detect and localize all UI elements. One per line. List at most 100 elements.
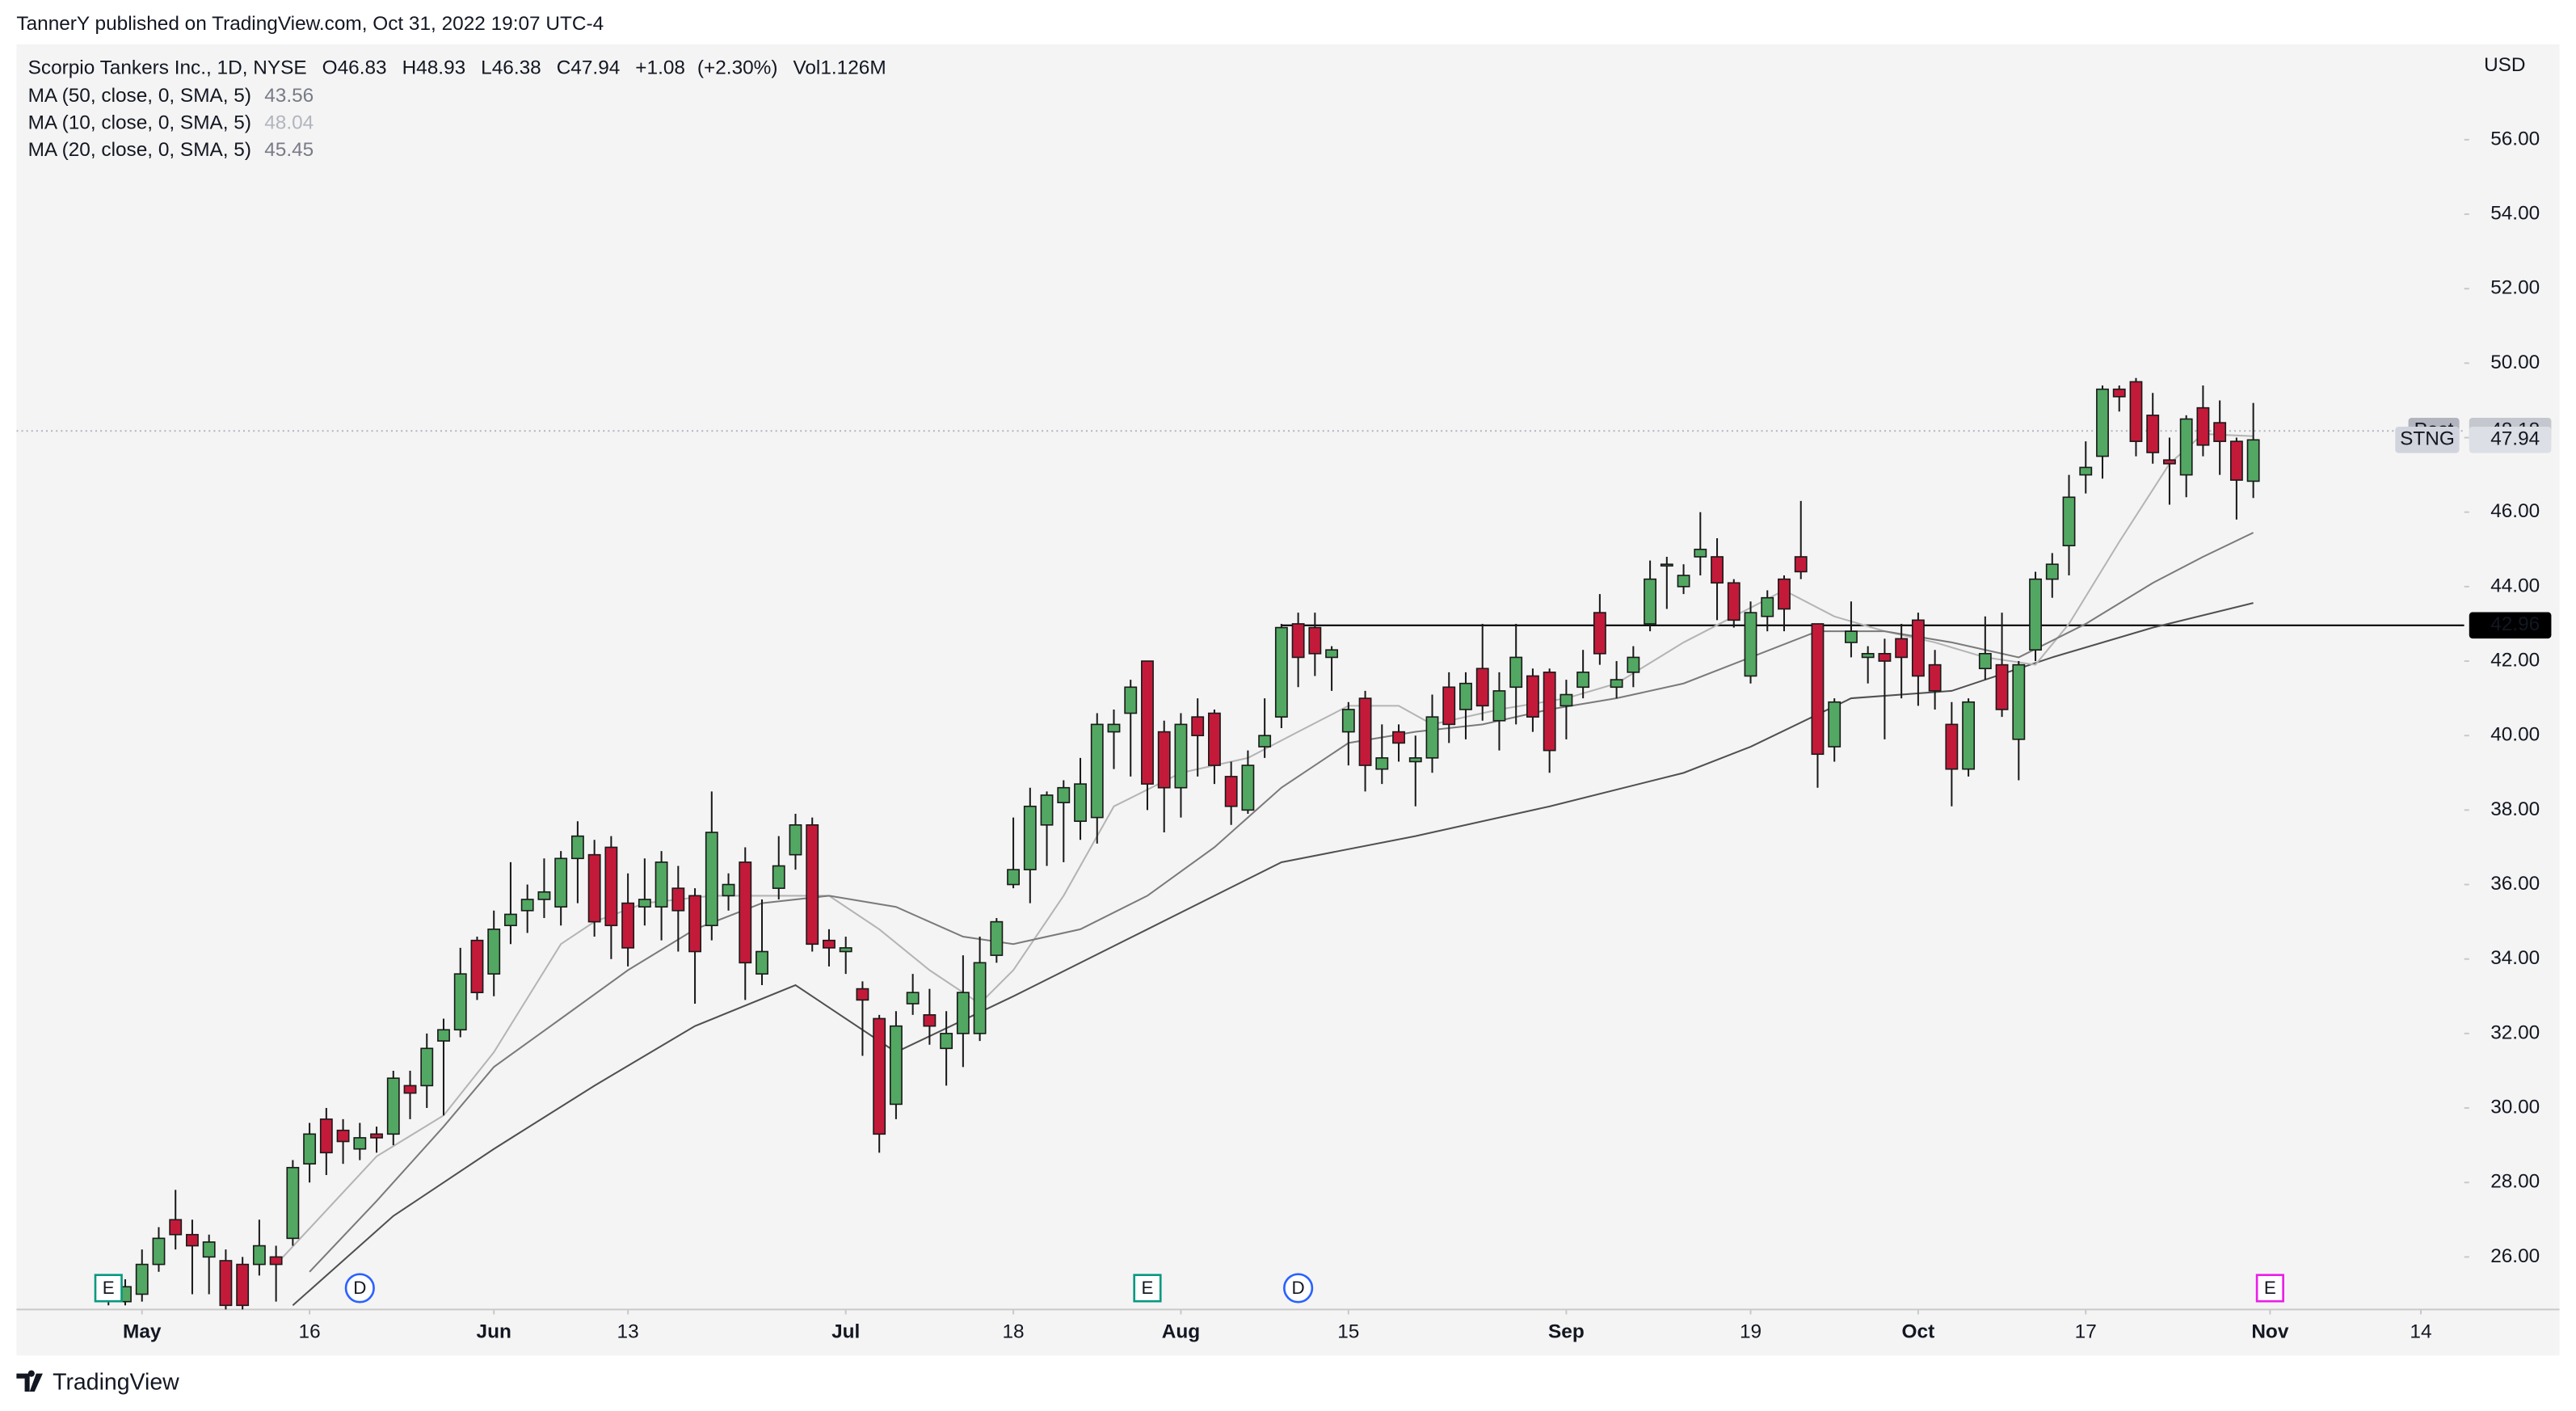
legend-title: Scorpio Tankers Inc., 1D, NYSE (28, 57, 307, 79)
candle-body (1878, 653, 1892, 662)
ma-legend: MA (10, close, 0, SMA, 5) 48.04 (28, 112, 314, 134)
candle-body (2079, 466, 2093, 476)
candle-body (1576, 672, 1590, 689)
y-tick-label: 32.00 (2490, 1021, 2540, 1043)
y-tick-label: 46.00 (2490, 500, 2540, 522)
overlay: 26.00 28.00 30.00 32.00 34.00 36.00 38.00 40.00… (28, 85, 2552, 1342)
candle-body (906, 992, 920, 1005)
candle-body (504, 913, 517, 927)
candle-body (1040, 794, 1054, 826)
candle-body (806, 823, 819, 946)
candle-body (1308, 626, 1322, 655)
candle-body (2246, 439, 2260, 482)
candle-body (2112, 388, 2126, 398)
candle-body (236, 1263, 250, 1307)
candle-body (1861, 653, 1875, 659)
x-tick-label: Oct (1902, 1320, 1935, 1342)
candle-body (1644, 578, 1657, 625)
y-tick-label: 38.00 (2490, 798, 2540, 820)
candle-body (1845, 630, 1858, 643)
candle-body (1291, 623, 1305, 659)
earnings-marker (2255, 1274, 2284, 1303)
ma-legend-value: 48.04 (264, 112, 314, 134)
earnings-marker (94, 1274, 123, 1303)
candle-body (319, 1118, 333, 1154)
candle-body (1727, 582, 1740, 621)
candle-body (336, 1129, 350, 1143)
candle-body (1023, 805, 1037, 870)
x-tick-label: 16 (299, 1320, 321, 1342)
earnings-marker (1133, 1274, 1162, 1303)
candle-body (1509, 656, 1523, 689)
y-tick-label: 28.00 (2490, 1171, 2540, 1193)
candle-body (2179, 418, 2193, 476)
plot-area (16, 377, 2464, 1310)
symbol-label: STNG (2400, 428, 2455, 450)
candle-body (621, 902, 635, 949)
candle-body (152, 1237, 166, 1266)
candle-body (856, 988, 869, 1001)
moving-average-line (309, 532, 2254, 1273)
x-tick-label: 18 (1003, 1320, 1025, 1342)
candle-body (2213, 422, 2227, 442)
candle-body (1157, 731, 1171, 789)
candle-body (1744, 612, 1757, 677)
candle-body (252, 1245, 266, 1266)
candle-body (537, 891, 551, 900)
candle-body (1559, 693, 1573, 707)
candle-body (1107, 723, 1121, 733)
candle-body (487, 929, 501, 975)
y-tick-label: 54.00 (2490, 202, 2540, 224)
candle-body (1660, 563, 1673, 567)
moving-average-line (292, 602, 2254, 1307)
candle-body (135, 1263, 149, 1295)
candle-body (756, 950, 768, 975)
candle-body (1241, 764, 1255, 811)
candle-body (2012, 663, 2026, 740)
candle-body (269, 1256, 283, 1266)
x-tick-label: Aug (1162, 1320, 1200, 1342)
candle-body (823, 939, 836, 949)
y-tick-label: 40.00 (2490, 724, 2540, 746)
y-tick-label: 56.00 (2490, 128, 2540, 150)
candle-body (873, 1017, 886, 1135)
candle-body (1778, 578, 1791, 610)
candle-body (1174, 723, 1188, 789)
x-tick-label: 17 (2075, 1320, 2097, 1342)
candle-body (1945, 723, 1959, 770)
currency: USD (2484, 54, 2525, 76)
footer-brand: TradingView (53, 1369, 179, 1395)
event-label: D (1292, 1278, 1305, 1298)
candle-body (1392, 731, 1405, 744)
legend-low-label: L (481, 57, 492, 79)
candle-body (1543, 672, 1556, 752)
candle-body (1057, 786, 1071, 803)
y-tick-label: 44.00 (2490, 575, 2540, 596)
candle-body (2045, 563, 2059, 580)
legend-open-label: O (322, 57, 338, 79)
legend-close-label: C (557, 57, 571, 79)
candle-body (2146, 415, 2160, 453)
legend-close: 47.94 (570, 57, 620, 79)
candle-body (1191, 716, 1205, 737)
candle-body (722, 883, 735, 897)
candle-body (1224, 776, 1238, 807)
candle-body (1962, 701, 1976, 770)
x-tick-label: Jul (831, 1320, 860, 1342)
x-tick-label: 14 (2410, 1320, 2431, 1342)
candle-body (169, 1219, 183, 1236)
dividend-marker (344, 1273, 375, 1304)
candle-body (1928, 663, 1942, 692)
candle-body (1425, 716, 1439, 759)
y-tick-label: 42.00 (2490, 649, 2540, 671)
candle-body (1007, 869, 1020, 886)
candle-body (1593, 612, 1606, 655)
candle-body (2129, 381, 2143, 442)
ma-legend-name: MA (10, close, 0, SMA, 5) (28, 112, 251, 134)
candle-body (1124, 686, 1138, 714)
y-tick-label: 36.00 (2490, 873, 2540, 895)
candle-body (973, 962, 987, 1034)
y-tick-label: 52.00 (2490, 277, 2540, 299)
candle-body (1761, 596, 1774, 617)
candle-body (437, 1029, 450, 1042)
